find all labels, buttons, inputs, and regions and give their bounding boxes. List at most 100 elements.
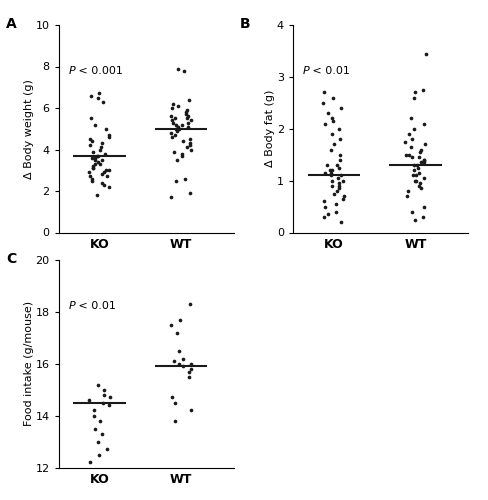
Point bbox=[335, 164, 343, 172]
Point bbox=[167, 112, 175, 120]
Point bbox=[94, 158, 102, 166]
Point bbox=[187, 365, 195, 373]
Point bbox=[95, 450, 103, 458]
Point bbox=[100, 386, 108, 394]
Point bbox=[173, 156, 181, 164]
Point bbox=[335, 124, 343, 132]
Point bbox=[88, 176, 96, 184]
Point bbox=[414, 164, 422, 172]
Point bbox=[172, 124, 180, 132]
Point bbox=[184, 122, 192, 130]
Point bbox=[413, 161, 421, 169]
Point bbox=[187, 146, 195, 154]
Point bbox=[180, 66, 188, 74]
Point bbox=[408, 208, 416, 216]
Point bbox=[412, 172, 420, 179]
Point bbox=[168, 116, 176, 124]
Point bbox=[94, 438, 102, 446]
Point bbox=[183, 106, 191, 114]
Point bbox=[401, 138, 409, 145]
Point bbox=[183, 114, 191, 122]
Point bbox=[85, 458, 93, 466]
Point bbox=[91, 156, 99, 164]
Y-axis label: Food intake (g/mouse): Food intake (g/mouse) bbox=[24, 301, 34, 426]
Point bbox=[422, 50, 429, 58]
Text: < 0.001: < 0.001 bbox=[75, 66, 123, 76]
Point bbox=[174, 122, 182, 130]
Point bbox=[103, 446, 111, 454]
Point bbox=[420, 156, 427, 164]
Point bbox=[410, 161, 418, 169]
Point bbox=[332, 200, 340, 208]
Point bbox=[325, 109, 332, 117]
Point bbox=[94, 94, 102, 102]
Point bbox=[335, 182, 343, 190]
Point bbox=[170, 357, 178, 365]
Point bbox=[183, 144, 191, 152]
Point bbox=[169, 100, 177, 108]
Point bbox=[332, 208, 340, 216]
Point bbox=[90, 412, 98, 420]
Point bbox=[337, 218, 345, 226]
Point bbox=[335, 184, 343, 192]
Point bbox=[167, 394, 175, 402]
Point bbox=[329, 117, 337, 125]
Point bbox=[417, 158, 425, 166]
Point bbox=[409, 172, 417, 179]
Point bbox=[170, 118, 178, 126]
Point bbox=[416, 179, 424, 187]
Point bbox=[404, 192, 411, 200]
Point bbox=[101, 181, 108, 189]
Point bbox=[97, 417, 104, 425]
Point bbox=[91, 424, 99, 432]
Point bbox=[404, 187, 412, 195]
Point bbox=[327, 169, 335, 177]
Point bbox=[179, 354, 187, 362]
Point bbox=[171, 398, 179, 406]
Point bbox=[420, 202, 428, 210]
Point bbox=[185, 368, 193, 376]
Point bbox=[328, 130, 336, 138]
Point bbox=[333, 187, 341, 195]
Point bbox=[99, 398, 106, 406]
Point bbox=[177, 316, 184, 324]
Point bbox=[417, 146, 425, 154]
Point bbox=[187, 406, 195, 414]
Point bbox=[95, 152, 102, 160]
Point bbox=[94, 380, 102, 388]
Point bbox=[89, 148, 97, 156]
Point bbox=[407, 114, 415, 122]
Point bbox=[334, 174, 342, 182]
Point bbox=[336, 156, 344, 164]
Point bbox=[168, 133, 176, 141]
Point bbox=[171, 417, 179, 425]
Point bbox=[187, 116, 195, 124]
Point bbox=[167, 129, 175, 137]
Point bbox=[416, 169, 424, 177]
Point bbox=[419, 213, 427, 221]
Point bbox=[174, 64, 182, 72]
Point bbox=[85, 396, 93, 404]
Y-axis label: Δ Body fat (g): Δ Body fat (g) bbox=[265, 90, 275, 168]
Point bbox=[170, 148, 178, 156]
Point bbox=[98, 430, 106, 438]
Point bbox=[174, 102, 182, 110]
Point bbox=[335, 179, 343, 187]
Point bbox=[185, 372, 193, 380]
Point bbox=[172, 176, 180, 184]
Point bbox=[93, 191, 101, 199]
Point bbox=[340, 192, 348, 200]
Point bbox=[98, 144, 105, 152]
Point bbox=[320, 198, 328, 205]
Point bbox=[405, 130, 413, 138]
Point bbox=[180, 362, 187, 370]
Point bbox=[411, 216, 419, 224]
Point bbox=[91, 154, 99, 162]
Point bbox=[105, 131, 113, 139]
Point bbox=[405, 150, 413, 158]
Point bbox=[184, 112, 192, 120]
Text: < 0.01: < 0.01 bbox=[309, 66, 350, 76]
Text: C: C bbox=[6, 252, 16, 266]
Point bbox=[86, 172, 94, 180]
Point bbox=[420, 174, 428, 182]
